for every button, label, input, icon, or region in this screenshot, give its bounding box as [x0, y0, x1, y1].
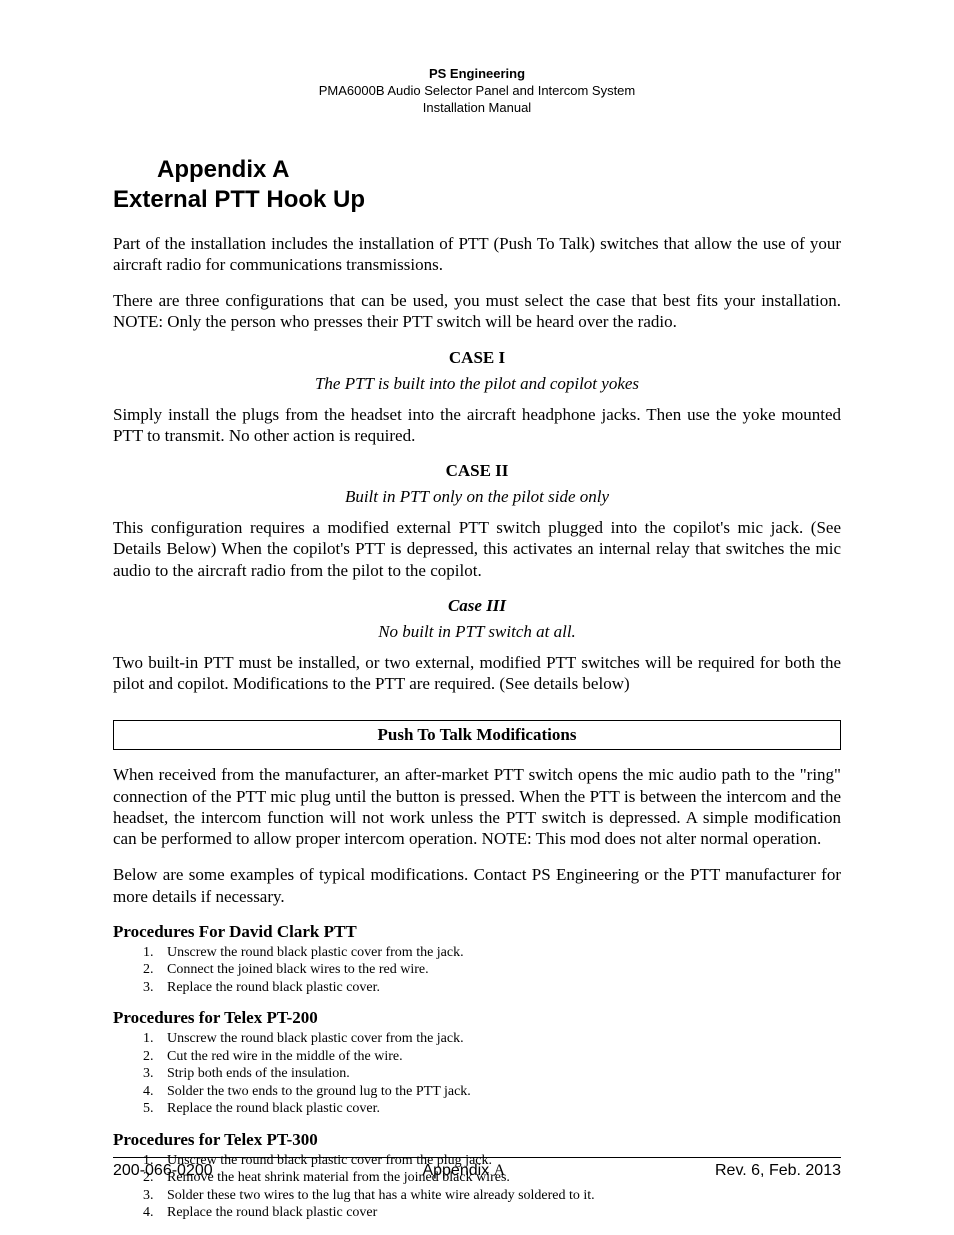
procedure-1-heading: Procedures For David Clark PTT — [113, 922, 841, 942]
case-1-subtitle: The PTT is built into the pilot and copi… — [113, 374, 841, 394]
case-1-body: Simply install the plugs from the headse… — [113, 404, 841, 447]
header-product: PMA6000B Audio Selector Panel and Interc… — [113, 83, 841, 100]
footer-center: Appendix A — [422, 1162, 505, 1180]
list-item: 3.Replace the round black plastic cover. — [167, 979, 841, 997]
list-number: 4. — [143, 1083, 163, 1101]
list-item: 2.Connect the joined black wires to the … — [167, 961, 841, 979]
list-text: Unscrew the round black plastic cover fr… — [167, 1031, 464, 1046]
case-1-heading: CASE I — [113, 348, 841, 368]
modifications-box-title: Push To Talk Modifications — [113, 720, 841, 750]
intro-paragraph-2: There are three configurations that can … — [113, 290, 841, 333]
list-item: 1.Unscrew the round black plastic cover … — [167, 1030, 841, 1048]
list-text: Unscrew the round black plastic cover fr… — [167, 945, 464, 960]
list-number: 2. — [143, 1048, 163, 1066]
procedure-2: Procedures for Telex PT-200 1. Unscrew th… — [113, 1008, 841, 1118]
mod-paragraph-2: Below are some examples of typical modif… — [113, 864, 841, 907]
page-header: PS Engineering PMA6000B Audio Selector P… — [113, 66, 841, 117]
procedure-3-heading: Procedures for Telex PT-300 — [113, 1130, 841, 1150]
footer-left: 200-066-0200 — [113, 1162, 213, 1180]
list-number: 3. — [143, 1187, 163, 1205]
list-text: Solder these two wires to the lug that h… — [167, 1188, 595, 1203]
list-text: Replace the round black plastic cover. — [167, 980, 380, 995]
list-number: 5. — [143, 1100, 163, 1118]
procedure-2-list: 1. Unscrew the round black plastic cover … — [113, 1030, 841, 1118]
case-3-subtitle: No built in PTT switch at all. — [113, 622, 841, 642]
mod-paragraph-1: When received from the manufacturer, an … — [113, 764, 841, 849]
list-item: 1.Unscrew the round black plastic cover … — [167, 944, 841, 962]
procedure-1-list: 1. Unscrew the round black plastic cover … — [113, 944, 841, 997]
page-footer: 200-066-0200 Appendix A Rev. 6, Feb. 201… — [113, 1157, 841, 1180]
header-manual: Installation Manual — [113, 100, 841, 117]
title-appendix: Appendix A — [113, 155, 841, 185]
list-number: 3. — [143, 979, 163, 997]
list-item: 4.Replace the round black plastic cover — [167, 1204, 841, 1222]
list-item: 3.Strip both ends of the insulation. — [167, 1065, 841, 1083]
case-2-heading: CASE II — [113, 461, 841, 481]
list-number: 2. — [143, 961, 163, 979]
list-number: 1. — [143, 944, 163, 962]
list-item: 5.Replace the round black plastic cover. — [167, 1100, 841, 1118]
list-number: 4. — [143, 1204, 163, 1222]
list-item: 2.Cut the red wire in the middle of the … — [167, 1048, 841, 1066]
footer-center-letter: A — [494, 1162, 506, 1179]
list-text: Replace the round black plastic cover. — [167, 1101, 380, 1116]
footer-right: Rev. 6, Feb. 2013 — [715, 1162, 841, 1180]
case-2-body: This configuration requires a modified e… — [113, 517, 841, 581]
list-text: Solder the two ends to the ground lug to… — [167, 1084, 471, 1099]
intro-paragraph-1: Part of the installation includes the in… — [113, 233, 841, 276]
procedure-1: Procedures For David Clark PTT 1. Unscrew… — [113, 922, 841, 997]
case-3-body: Two built-in PTT must be installed, or t… — [113, 652, 841, 695]
case-3-heading: Case III — [113, 596, 841, 616]
list-number: 1. — [143, 1030, 163, 1048]
title-main: External PTT Hook Up — [113, 185, 841, 215]
list-item: 3.Solder these two wires to the lug that… — [167, 1187, 841, 1205]
list-text: Cut the red wire in the middle of the wi… — [167, 1049, 403, 1064]
procedure-2-heading: Procedures for Telex PT-200 — [113, 1008, 841, 1028]
list-item: 4.Solder the two ends to the ground lug … — [167, 1083, 841, 1101]
case-2-subtitle: Built in PTT only on the pilot side only — [113, 487, 841, 507]
list-text: Strip both ends of the insulation. — [167, 1066, 350, 1081]
footer-center-prefix: Appendix — [422, 1162, 493, 1179]
list-number: 3. — [143, 1065, 163, 1083]
list-text: Replace the round black plastic cover — [167, 1205, 377, 1220]
header-company: PS Engineering — [113, 66, 841, 83]
list-text: Connect the joined black wires to the re… — [167, 962, 429, 977]
